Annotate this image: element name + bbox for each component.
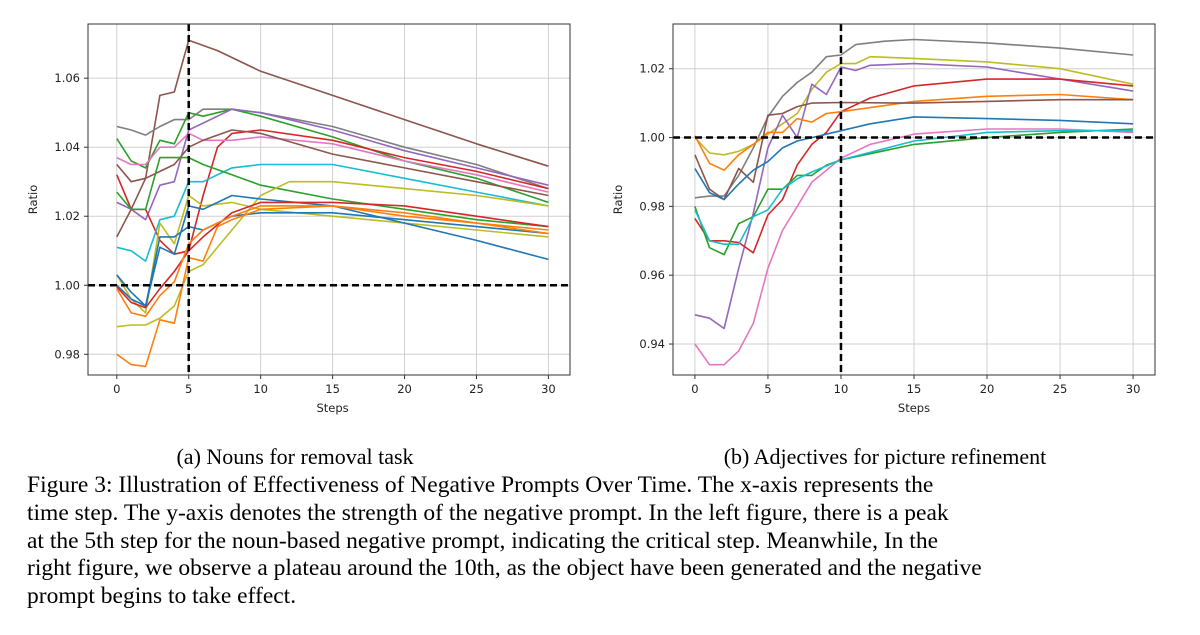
- x-tick-label: 30: [1126, 382, 1141, 396]
- x-axis-label: Steps: [898, 401, 930, 415]
- chart-b: 0 5 10 15 20 25 30 0.94 0.96 0.98 1.00 1.02 Steps Rat…: [611, 23, 1156, 415]
- y-tick-label: 0.98: [639, 199, 665, 213]
- x-tick-label: 25: [1053, 382, 1068, 396]
- series-line: [116, 108, 549, 221]
- y-axis-label: Ratio: [26, 185, 40, 215]
- plot-frame: [87, 23, 571, 376]
- y-tick-label: 1.02: [639, 62, 665, 76]
- y-tick-label: 0.96: [639, 268, 665, 282]
- series-line: [694, 98, 1134, 201]
- y-tick-label: 1.06: [54, 71, 80, 85]
- series-line: [694, 93, 1134, 171]
- figure-caption: Figure 3: Illustration of Effectiveness …: [27, 472, 1177, 611]
- x-tick-label: 20: [397, 382, 412, 396]
- caption-line: right figure, we observe a plateau aroun…: [27, 555, 982, 582]
- x-tick-label: 10: [834, 382, 849, 396]
- x-tick-label: 5: [764, 382, 771, 396]
- y-axis-label: Ratio: [611, 185, 625, 215]
- series-line: [694, 55, 1134, 156]
- y-tick-label: 1.00: [54, 278, 80, 292]
- series-line: [116, 129, 549, 255]
- x-tick-label: 15: [325, 382, 340, 396]
- series-line: [116, 39, 549, 238]
- series-line: [116, 180, 549, 328]
- x-tick-label: 0: [113, 382, 120, 396]
- x-tick-label: 20: [980, 382, 995, 396]
- series-line: [116, 163, 549, 262]
- series-line: [694, 78, 1134, 254]
- plot-frame: [672, 23, 1156, 376]
- x-tick-label: 10: [253, 382, 268, 396]
- series-line: [694, 62, 1134, 330]
- x-axis-label: Steps: [317, 401, 349, 415]
- series-line: [116, 201, 549, 309]
- series-line: [116, 205, 549, 368]
- series-line: [694, 38, 1134, 199]
- series-line: [694, 116, 1134, 201]
- x-tick-label: 30: [541, 382, 556, 396]
- x-tick-label: 5: [185, 382, 192, 396]
- subcaption-b: (b) Adjectives for picture refinement: [723, 444, 1047, 469]
- x-tick-label: 25: [469, 382, 484, 396]
- series-line: [694, 128, 1134, 366]
- y-tick-label: 0.94: [639, 337, 665, 351]
- series-line: [694, 129, 1134, 245]
- y-tick-label: 0.98: [54, 347, 80, 361]
- caption-line: Figure 3: Illustration of Effectiveness …: [27, 472, 934, 498]
- subcaption-a: (a) Nouns for removal task: [176, 444, 414, 469]
- chart-a: 0 5 10 15 20 25 30 0.98 1.00 1.02 1.04 1.06 Steps Rat…: [26, 23, 571, 415]
- caption-line: time step. The y-axis denotes the streng…: [27, 499, 949, 526]
- series-line: [116, 205, 549, 318]
- series-line: [116, 108, 549, 190]
- figure-charts: 0 5 10 15 20 25 30 0.98 1.00 1.02 1.04 1.06 Steps Rat…: [26, 23, 1156, 415]
- series-line: [116, 129, 549, 197]
- caption-line: at the 5th step for the noun-based negat…: [27, 527, 939, 554]
- caption-line: prompt begins to take effect.: [27, 583, 297, 610]
- y-tick-label: 1.04: [54, 140, 80, 154]
- series-line: [116, 156, 549, 228]
- x-tick-label: 0: [691, 382, 698, 396]
- y-tick-label: 1.00: [639, 131, 665, 145]
- y-tick-label: 1.02: [54, 209, 80, 223]
- x-tick-label: 15: [907, 382, 922, 396]
